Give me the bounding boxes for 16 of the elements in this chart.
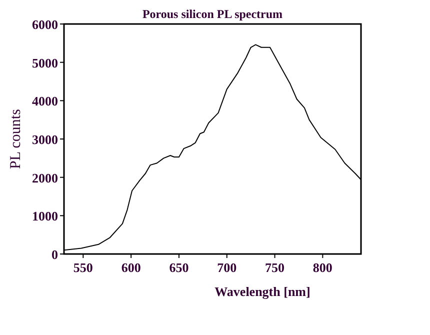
x-axis-title: Wavelength [nm]: [214, 284, 310, 299]
y-tick-label: 4000: [32, 94, 58, 109]
x-tick-label: 700: [217, 260, 237, 275]
x-tick-label: 750: [265, 260, 285, 275]
y-tick-label: 0: [52, 247, 58, 262]
y-axis-title: PL counts: [8, 108, 24, 169]
chart-title: Porous silicon PL spectrum: [142, 7, 283, 21]
y-tick-label: 2000: [32, 170, 58, 186]
y-tick-label: 3000: [32, 132, 58, 147]
x-tick-label: 800: [312, 260, 332, 275]
y-tick-label: 1000: [32, 208, 58, 224]
x-tick-label: 600: [121, 260, 141, 275]
y-tick-label: 6000: [32, 17, 58, 32]
y-tick-label: 5000: [32, 55, 58, 70]
x-tick-label: 650: [169, 260, 189, 275]
x-tick-label: 550: [73, 260, 93, 275]
